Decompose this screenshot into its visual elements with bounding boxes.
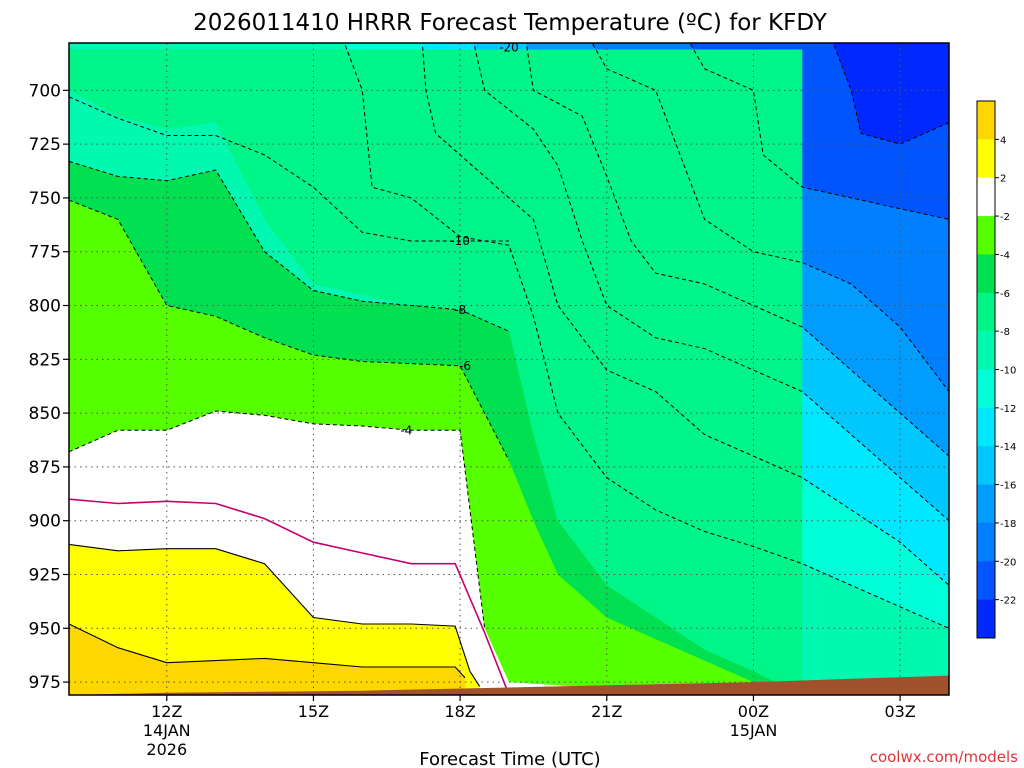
colorbar-label: -14 (1000, 442, 1016, 453)
isotherm-dashed (343, 43, 949, 629)
fill-band-4 (69, 624, 465, 695)
y-tick-label: 750 (29, 189, 61, 209)
colorbar-label: -10 (1000, 366, 1016, 377)
colorbar-label: -2 (1000, 212, 1010, 223)
colorbar-swatch (977, 522, 995, 562)
x-tick-label: 12Z (151, 702, 182, 721)
y-tick-label: 900 (29, 512, 61, 532)
colorbar-swatch (977, 139, 995, 179)
colorbar-label: -22 (1000, 596, 1016, 607)
zero-isotherm-line (69, 498, 510, 695)
x-tick-date: 14JAN (143, 721, 191, 740)
colorbar-label: -4 (1000, 250, 1010, 261)
colorbar-swatch (977, 292, 995, 332)
isotherm-dashed (69, 199, 510, 461)
ground-surface (69, 675, 949, 695)
colorbar: 4 2 -2 -4 -6 -8 -10 -12 -14 -16 -18 -20 -22 (976, 100, 1016, 639)
colorbar-label: -16 (1000, 481, 1016, 492)
isotherm-2c-line (69, 543, 481, 687)
colorbar-label: -8 (1000, 327, 1010, 338)
colorbar-swatch (977, 484, 995, 524)
fill-band-2 (69, 544, 480, 695)
gridlines (69, 43, 949, 695)
contour-label: -6 (459, 359, 471, 373)
colorbar-label: 2 (1000, 174, 1006, 185)
isotherm-4c-line (69, 623, 466, 679)
y-tick-label: 850 (29, 404, 61, 424)
x-axis-title: Forecast Time (UTC) (419, 749, 600, 768)
colorbar-swatch (977, 177, 995, 217)
colorbar-label: -6 (1000, 289, 1010, 300)
colorbar-swatch (977, 561, 995, 601)
y-tick-label: 975 (29, 673, 61, 693)
contour-labels: -20 -10 -8 -6 -4 (400, 40, 519, 437)
y-tick-label: 875 (29, 458, 61, 478)
watermark: coolwx.com/models (870, 748, 1018, 766)
x-tick-label: 15Z (298, 702, 329, 721)
colorbar-swatch (977, 101, 995, 140)
isotherm-dashed (832, 43, 949, 145)
isotherm-dashed (689, 43, 949, 220)
ground-layer (69, 675, 949, 695)
fill-band-minus-22 (833, 43, 949, 145)
x-tick-label: 21Z (591, 702, 622, 721)
contour-label: -4 (400, 423, 412, 437)
temperature-fill-layers (69, 43, 949, 695)
y-tick-label: 925 (29, 565, 61, 585)
x-tick-date: 15JAN (730, 721, 778, 740)
contour-label: -20 (499, 40, 519, 54)
y-tick-label: 725 (29, 135, 61, 155)
x-tick-label: 03Z (884, 702, 915, 721)
fill-band-minus-8 (69, 49, 803, 695)
isotherm-dashed (525, 43, 949, 457)
colorbar-swatch (977, 407, 995, 447)
y-tick-label: 825 (29, 350, 61, 370)
contour-label: -8 (454, 303, 466, 317)
isotherm-dashed (69, 96, 509, 242)
y-axis: 700 725 750 775 800 825 850 875 900 925 950 975 (29, 81, 69, 693)
y-tick-label: 700 (29, 81, 61, 101)
isotherm-dashed (591, 43, 949, 392)
plot-frame (68, 42, 950, 696)
x-tick-label: 18Z (444, 702, 475, 721)
isotherm-dashed (69, 410, 486, 629)
contour-label: -10 (450, 234, 470, 248)
x-tick-label: 00Z (738, 702, 769, 721)
y-tick-label: 800 (29, 297, 61, 317)
plot-area: -20 -10 -8 -6 -4 (69, 40, 949, 695)
isotherm-dashed (69, 160, 510, 332)
colorbar-swatch (977, 446, 995, 486)
isotherm-dashed (473, 43, 949, 522)
colorbar-swatch (977, 216, 995, 255)
colorbar-label: -20 (1000, 557, 1016, 568)
colorbar-label: -12 (1000, 404, 1016, 415)
colorbar-swatch (977, 599, 995, 639)
colorbar-label: -18 (1000, 519, 1016, 530)
x-tick-year: 2026 (146, 740, 187, 759)
colorbar-swatch (977, 369, 995, 409)
y-tick-label: 950 (29, 619, 61, 639)
colorbar-swatch (977, 331, 995, 370)
isotherm-lines (69, 43, 949, 695)
y-tick-label: 775 (29, 243, 61, 263)
colorbar-swatch (977, 254, 995, 294)
isotherm-dashed (421, 43, 949, 586)
chart-title: 2026011410 HRRR Forecast Temperature (ºC… (193, 10, 828, 36)
colorbar-label: 4 (1000, 135, 1006, 146)
